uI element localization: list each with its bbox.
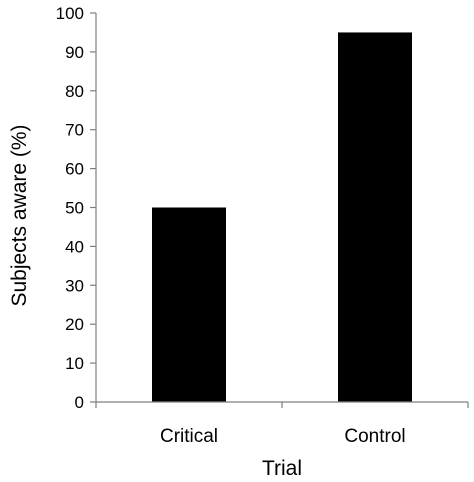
y-tick-label: 40 (65, 237, 84, 256)
y-tick-label: 70 (65, 121, 84, 140)
x-axis-ticks: Critical Control (95, 402, 469, 447)
y-tick-label: 100 (56, 4, 84, 23)
x-axis-title: Trial (262, 457, 302, 480)
y-tick-label: 0 (75, 393, 84, 412)
y-tick-label: 80 (65, 82, 84, 101)
y-tick-label: 90 (65, 43, 84, 62)
bar-control (338, 32, 412, 402)
y-tick-label: 50 (65, 199, 84, 218)
y-axis-title: Subjects aware (%) (8, 124, 31, 306)
y-tick-label: 20 (65, 315, 84, 334)
y-tick-label: 30 (65, 276, 84, 295)
y-axis-ticks: 0 10 20 30 40 50 60 70 80 90 100 (56, 4, 96, 412)
x-category-label-control: Control (344, 426, 405, 447)
x-category-label-critical: Critical (160, 426, 218, 447)
bars (152, 32, 412, 402)
y-tick-label: 60 (65, 160, 84, 179)
bar-critical (152, 207, 226, 402)
y-tick-label: 10 (65, 354, 84, 373)
